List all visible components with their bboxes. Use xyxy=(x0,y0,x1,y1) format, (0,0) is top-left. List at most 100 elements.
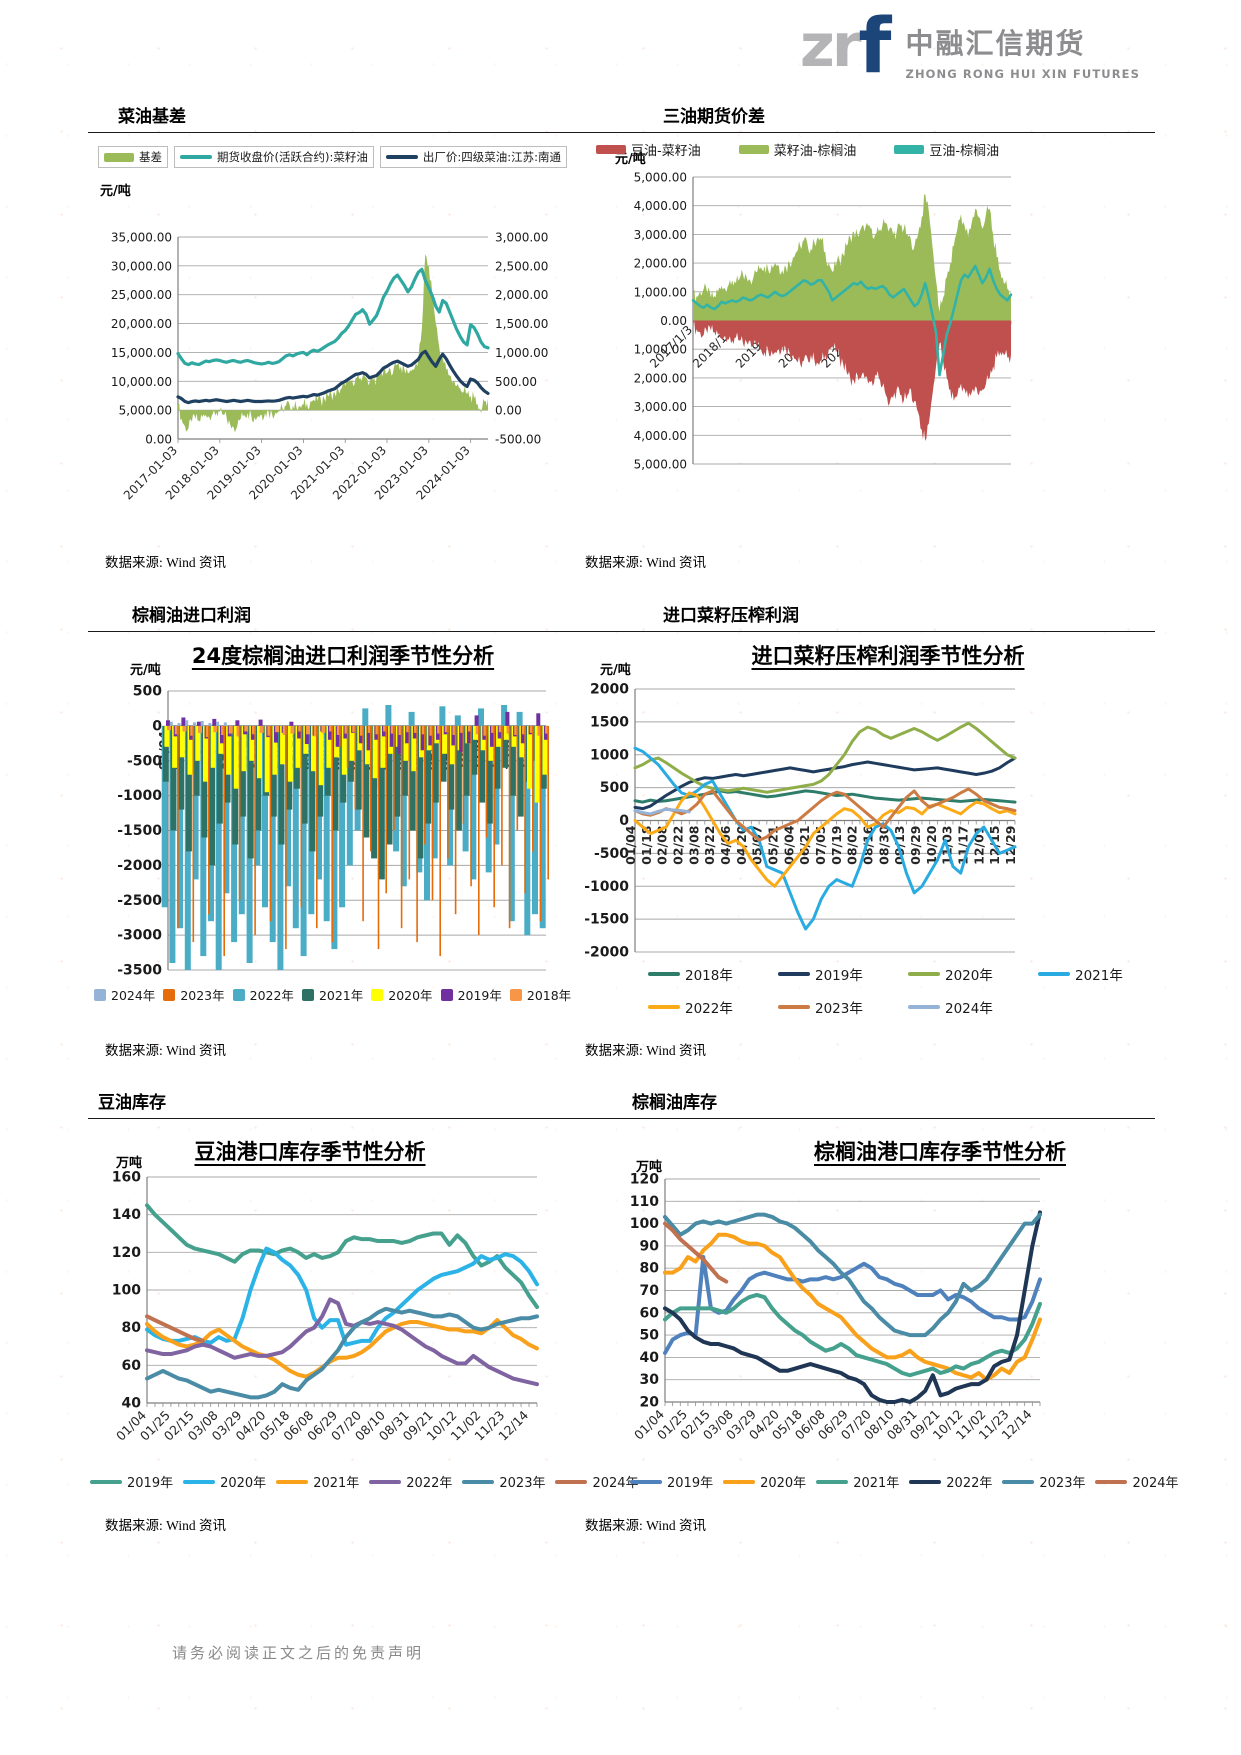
y-axis-tick-label: 40 xyxy=(122,1396,142,1412)
y-axis-tick-label: 25,000.00 xyxy=(111,288,172,302)
series-y2023 xyxy=(663,1212,1042,1338)
legend-swatch-y2020 xyxy=(371,988,384,1001)
x-axis-tick-label: 01/18 xyxy=(639,826,654,865)
legend-item-y2019: 2019年 xyxy=(630,1472,713,1491)
legend-item-y2018: 2018年 xyxy=(648,964,778,984)
legend-item-y2021: 2021年 xyxy=(1038,964,1168,984)
right-axis-tick-label: 0.00 xyxy=(495,404,522,418)
legend-label: 2023年 xyxy=(815,1000,863,1017)
legend-item-y2020: 2020年 xyxy=(183,1472,266,1491)
x-axis-tick-label: 03/08 xyxy=(686,826,701,865)
y-axis-tick-label: 140 xyxy=(112,1207,141,1223)
chart-three-oil-futures-spread: 5,000.00 4,000.00 3,000.00 2,000.00 1,000.00… xyxy=(570,138,1155,538)
right-axis-tick-label: 1,000.00 xyxy=(495,346,548,360)
series-y2020 xyxy=(633,721,1017,794)
series-futures xyxy=(176,267,490,367)
legend-item-soy-rape: 豆油-菜籽油 xyxy=(596,140,701,159)
y-axis-tick-label: 4,000.00 xyxy=(634,199,687,213)
legend-label: 2019年 xyxy=(457,988,502,1003)
chart-title-rapeseed-crush-profit-seasonal: 进口菜籽压榨利润季节性分析 xyxy=(751,644,1025,668)
y-axis-tick-label: 2,000.00 xyxy=(634,257,687,271)
chart-title-palm-oil-inventory-seasonal: 棕榈油港口库存季节性分析 xyxy=(814,1140,1066,1164)
x-axis-tick-label: 08/30 xyxy=(876,825,891,865)
series-soy-palm xyxy=(691,264,1013,377)
legend-label: 2021年 xyxy=(318,988,364,1003)
c4-canvas: 2000 1500 1000 500 0 -500 -1000 -1500 -2000 01/04… xyxy=(584,682,1018,961)
y-axis-tick-label: -500 xyxy=(594,846,629,862)
y-axis-tick-label: -2000 xyxy=(117,858,162,874)
legend-swatch-y2021 xyxy=(301,988,314,1001)
y-axis-tick-label: 160 xyxy=(112,1170,141,1186)
legend-label: 2022年 xyxy=(249,988,294,1003)
legend-item-y2023: 2023年 xyxy=(1002,1472,1085,1491)
data-source-note: 数据来源: Wind 资讯 xyxy=(105,555,226,570)
legend-label: 出厂价:四级菜油:江苏:南通 xyxy=(422,150,561,164)
legend-swatch-y2024 xyxy=(1095,1479,1128,1484)
axis-unit-label: 万吨 xyxy=(116,1156,143,1171)
data-source-note: 数据来源: Wind 资讯 xyxy=(585,1518,706,1533)
series-y2021 xyxy=(633,746,1017,931)
legend-item-factory: 出厂价:四级菜油:江苏:南通 xyxy=(379,146,567,168)
y-axis-tick-label: 0 xyxy=(619,813,629,829)
series-soy-rape xyxy=(693,320,1011,441)
series-y2022 xyxy=(145,1297,539,1387)
chart-palm-oil-import-profit: 5000-500-1000-1500-2000-2500-3000-350001… xyxy=(88,635,571,1015)
logo-english-name: ZHONG RONG HUI XIN FUTURES xyxy=(905,67,1140,81)
series-y2022 xyxy=(663,1210,1042,1404)
y-axis-tick-label: 30 xyxy=(640,1372,660,1388)
legend-item-rape-palm: 菜籽油-棕榈油 xyxy=(738,140,856,159)
legend-label: 2022年 xyxy=(685,1000,733,1017)
series-y2024 xyxy=(633,807,691,816)
legend-swatch-y2020 xyxy=(183,1479,216,1484)
legend-label: 2020年 xyxy=(945,967,993,984)
legend-swatch-factory xyxy=(385,155,418,159)
logo-zr-text: zr xyxy=(799,11,861,82)
legend-swatch-y2023 xyxy=(163,988,176,1001)
x-axis-tick-label: 07/05 xyxy=(813,826,828,865)
y-axis-tick-label: 2000 xyxy=(590,682,629,698)
x-axis-tick-label: 08/02 xyxy=(845,826,860,865)
right-axis-tick-label: 2,500.00 xyxy=(495,259,548,273)
legend-item-y2018: 2018年 xyxy=(509,985,571,1004)
legend: 2024年 2023年 2022年 2021年 2020年 2019年 2018年 xyxy=(94,985,571,1004)
y-axis-tick-label: 3,000.00 xyxy=(634,400,687,414)
section-header-row-3: 豆油库存 棕榈油库存 xyxy=(88,1090,1155,1119)
axis-unit-label: 元/吨 xyxy=(615,152,646,167)
series-y2024 xyxy=(663,1221,729,1284)
y-axis-tick-label: 5,000.00 xyxy=(119,404,172,418)
legend-swatch-y2024 xyxy=(94,988,106,1001)
y-axis-tick-label: 0.00 xyxy=(145,433,172,447)
legend-swatch-y2021 xyxy=(1038,971,1070,976)
legend-label: 2022年 xyxy=(406,1476,453,1491)
legend-swatch-y2023 xyxy=(1002,1479,1035,1484)
data-source-note: 数据来源: Wind 资讯 xyxy=(105,1518,226,1533)
y-axis-tick-label: 5,000.00 xyxy=(634,458,687,472)
legend-swatch-y2024 xyxy=(908,1004,940,1009)
x-axis-tick-label: 01/04 xyxy=(623,825,638,865)
legend-item-y2024: 2024年 xyxy=(1095,1472,1179,1491)
chart-soybean-oil-inventory: 160 140 120 100 80 60 40 01/04 01/25 02/15 03/08 03… xyxy=(88,1128,639,1500)
legend-swatch-y2023 xyxy=(462,1479,495,1484)
y-axis-tick-label: -1000 xyxy=(584,879,629,895)
legend-label: 基差 xyxy=(139,150,162,164)
x-axis-tick-label: 07/19 xyxy=(829,826,844,865)
y-axis-tick-label: 15,000.00 xyxy=(111,346,172,360)
chart-rapeseed-oil-basis: 35,000.00 30,000.00 25,000.00 20,000.00 15,0… xyxy=(88,138,567,538)
y-axis-tick-label: 1,000.00 xyxy=(634,285,687,299)
data-source-note: 数据来源: Wind 资讯 xyxy=(105,1043,226,1058)
series-y2019 xyxy=(145,1203,539,1309)
legend-item-futures: 期货收盘价(活跃合约):菜籽油 xyxy=(174,146,374,168)
right-axis-tick-label: 2,000.00 xyxy=(495,288,548,302)
legend-item-y2021: 2021年 xyxy=(276,1472,359,1491)
y-axis-tick-label: 35,000.00 xyxy=(111,231,172,245)
legend-item-y2022: 2022年 xyxy=(369,1472,452,1491)
legend-label: 2021年 xyxy=(1075,967,1123,984)
chart-title-palm-import-profit-seasonal: 24度棕榈油进口利润季节性分析 xyxy=(191,644,495,668)
y-axis-tick-label: -1000 xyxy=(117,788,162,804)
legend-swatch-y2018 xyxy=(648,971,680,976)
series-y2023 xyxy=(177,725,549,957)
section-title-palm-oil-inventory: 棕榈油库存 xyxy=(632,1093,717,1113)
series-y2023 xyxy=(145,1306,539,1400)
section-title-rapeseed-crush-profit: 进口菜籽压榨利润 xyxy=(663,606,799,626)
section-title-three-oil-futures-spread: 三油期货价差 xyxy=(663,107,765,127)
